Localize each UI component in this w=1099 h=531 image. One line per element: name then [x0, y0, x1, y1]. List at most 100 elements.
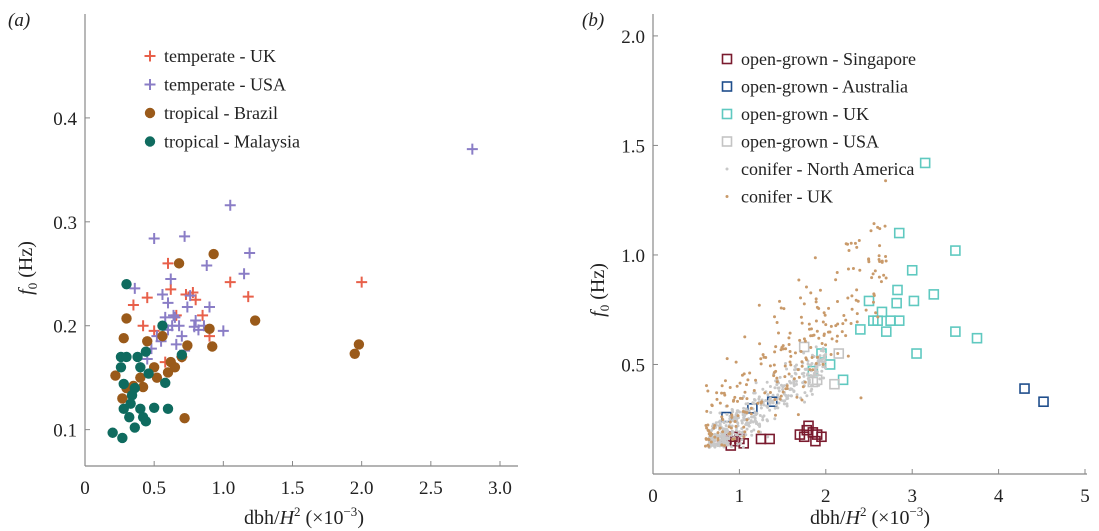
- data-point: [768, 408, 772, 412]
- data-point: [863, 295, 875, 307]
- legend-label-open-grown-uk: open-grown - UK: [741, 104, 869, 124]
- data-point: [871, 272, 875, 276]
- data-point: [789, 363, 793, 367]
- data-point: [844, 318, 848, 322]
- data-point: [733, 395, 737, 399]
- data-point: [817, 307, 821, 311]
- data-point: [135, 362, 146, 373]
- data-point: [741, 413, 745, 417]
- data-point: [781, 385, 785, 389]
- data-point: [874, 311, 878, 315]
- data-point: [768, 401, 772, 405]
- data-point: [705, 426, 709, 430]
- data-point: [135, 372, 146, 383]
- data-point: [864, 308, 868, 312]
- data-point: [773, 397, 777, 401]
- data-point: [804, 358, 808, 362]
- data-point: [110, 370, 121, 381]
- data-point: [118, 378, 129, 390]
- data-point: [141, 292, 153, 304]
- data-point: [793, 371, 797, 375]
- data-point: [740, 421, 744, 425]
- data-point: [878, 259, 882, 263]
- data-point: [356, 276, 368, 288]
- data-point: [137, 320, 149, 332]
- data-point: [735, 409, 739, 413]
- data-point: [871, 300, 875, 304]
- data-point: [723, 393, 727, 397]
- data-point: [165, 283, 177, 295]
- data-point: [713, 439, 717, 443]
- data-point: [728, 420, 732, 424]
- data-point: [776, 393, 780, 397]
- data-point: [764, 399, 768, 403]
- data-point: [777, 401, 781, 405]
- x-tick-label: 1.0: [211, 478, 235, 499]
- data-point: [760, 400, 764, 404]
- data-point: [129, 422, 140, 433]
- data-point: [740, 438, 744, 442]
- data-point: [162, 257, 174, 269]
- data-point: [800, 364, 804, 368]
- data-point: [846, 296, 850, 300]
- data-point: [716, 444, 720, 448]
- data-point: [789, 394, 793, 398]
- data-point: [808, 368, 812, 372]
- data-point: [751, 420, 755, 424]
- data-point: [782, 402, 786, 406]
- data-point: [829, 378, 840, 390]
- x-tick-label: 5: [1080, 486, 1090, 507]
- data-point: [855, 245, 859, 249]
- data-point: [706, 437, 710, 441]
- data-point: [755, 433, 767, 445]
- data-point: [721, 430, 725, 434]
- data-point: [855, 288, 859, 292]
- data-point: [879, 280, 883, 284]
- legend-marker-open-grown-uk: [721, 108, 733, 120]
- data-point: [787, 343, 791, 347]
- data-point: [810, 383, 814, 387]
- data-point: [762, 355, 766, 359]
- data-point: [713, 445, 717, 449]
- data-point: [179, 413, 190, 424]
- x-axis-label-a: dbh/H2 (×10−3): [244, 504, 364, 529]
- data-point: [818, 377, 822, 381]
- data-point: [759, 362, 763, 366]
- data-point: [724, 424, 728, 428]
- data-point: [803, 391, 807, 395]
- data-point: [757, 422, 761, 426]
- data-point: [730, 445, 734, 449]
- legend-label-temperate-uk: temperate - UK: [164, 46, 276, 66]
- data-point: [801, 385, 805, 389]
- data-point: [761, 353, 765, 357]
- data-point: [795, 393, 799, 397]
- data-point: [740, 419, 744, 423]
- data-point: [709, 411, 713, 415]
- data-point: [876, 315, 880, 319]
- data-point: [725, 357, 729, 361]
- data-point: [137, 381, 149, 393]
- data-point: [815, 370, 819, 374]
- data-point: [776, 406, 780, 410]
- data-point: [821, 362, 825, 366]
- data-point: [782, 307, 786, 311]
- data-point: [761, 415, 765, 419]
- data-point: [118, 332, 129, 344]
- data-point: [766, 435, 770, 439]
- data-point: [799, 349, 803, 353]
- data-point: [753, 416, 757, 420]
- data-point: [773, 406, 777, 410]
- legend-b: open-grown - Singapore open-grown - Austr…: [721, 49, 916, 207]
- legend-marker-conifer-north-america: [725, 167, 729, 171]
- data-point: [121, 313, 132, 324]
- data-point: [885, 315, 896, 326]
- legend-label-open-grown-australia: open-grown - Australia: [741, 77, 908, 97]
- data-point: [783, 361, 787, 365]
- data-point: [801, 424, 813, 436]
- data-point: [814, 297, 818, 301]
- data-point: [829, 352, 833, 356]
- data-point: [728, 432, 732, 436]
- data-point: [785, 404, 789, 408]
- data-point: [841, 322, 845, 326]
- series-open-grown-uk: [807, 157, 983, 386]
